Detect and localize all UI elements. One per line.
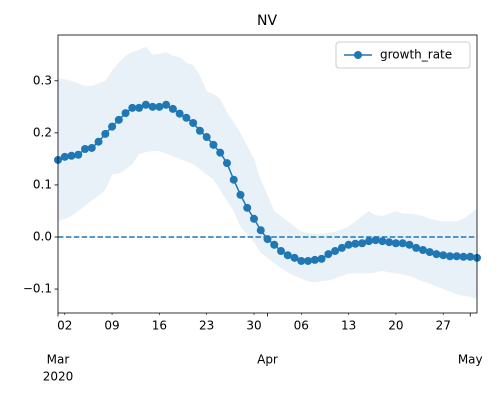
marker bbox=[249, 214, 258, 223]
x-major-tick-label: May bbox=[458, 353, 483, 367]
marker bbox=[155, 102, 164, 111]
marker bbox=[405, 240, 414, 249]
marker bbox=[344, 240, 353, 249]
marker bbox=[412, 243, 421, 252]
x-tick-label: 27 bbox=[436, 319, 451, 333]
x-tick-label: 20 bbox=[388, 319, 403, 333]
y-tick-label: −0.1 bbox=[23, 282, 52, 296]
marker bbox=[466, 252, 475, 261]
marker bbox=[331, 247, 340, 256]
marker bbox=[452, 252, 461, 261]
marker bbox=[222, 159, 231, 168]
y-tick-label: 0.3 bbox=[33, 73, 52, 87]
marker bbox=[135, 103, 144, 112]
x-year-label: 2020 bbox=[43, 370, 74, 384]
marker bbox=[432, 250, 441, 259]
marker bbox=[195, 126, 204, 135]
marker bbox=[256, 226, 265, 235]
marker bbox=[324, 250, 333, 259]
x-tick-label: 02 bbox=[57, 319, 72, 333]
x-tick-label: 06 bbox=[294, 319, 309, 333]
marker bbox=[202, 133, 211, 142]
marker bbox=[263, 235, 272, 244]
marker bbox=[290, 253, 299, 262]
marker bbox=[229, 175, 238, 184]
marker bbox=[162, 100, 171, 109]
y-tick-label: 0.0 bbox=[33, 229, 52, 243]
marker bbox=[385, 238, 394, 247]
marker bbox=[270, 240, 279, 249]
marker bbox=[391, 239, 400, 248]
y-tick-label: 0.2 bbox=[33, 125, 52, 139]
marker bbox=[209, 140, 218, 149]
marker bbox=[277, 247, 286, 256]
marker bbox=[81, 145, 90, 154]
marker bbox=[310, 255, 319, 264]
marker bbox=[94, 137, 103, 146]
confidence-band bbox=[58, 46, 477, 300]
x-tick-label: 30 bbox=[246, 319, 261, 333]
x-major-tick-label: Mar bbox=[47, 353, 70, 367]
marker bbox=[121, 109, 130, 118]
legend: growth_rate bbox=[335, 41, 471, 69]
marker bbox=[60, 152, 69, 161]
marker bbox=[398, 239, 407, 248]
legend-marker bbox=[354, 51, 362, 59]
marker bbox=[236, 190, 245, 199]
marker bbox=[358, 239, 367, 248]
marker bbox=[371, 236, 380, 245]
marker bbox=[114, 115, 123, 124]
marker bbox=[67, 151, 76, 160]
marker bbox=[445, 252, 454, 261]
y-tick-label: 0.1 bbox=[33, 177, 52, 191]
marker bbox=[243, 203, 252, 212]
marker bbox=[216, 148, 225, 157]
marker bbox=[418, 246, 427, 255]
marker bbox=[175, 109, 184, 118]
legend-label: growth_rate bbox=[380, 48, 452, 62]
marker bbox=[283, 251, 292, 260]
marker bbox=[141, 100, 150, 109]
marker bbox=[364, 237, 373, 246]
x-major-tick-label: Apr bbox=[257, 353, 278, 367]
x-tick-label: 23 bbox=[199, 319, 214, 333]
marker bbox=[337, 243, 346, 252]
x-tick-label: 16 bbox=[152, 319, 167, 333]
marker bbox=[189, 118, 198, 127]
marker bbox=[378, 237, 387, 246]
marker bbox=[439, 251, 448, 260]
x-tick-label: 09 bbox=[104, 319, 119, 333]
marker bbox=[425, 248, 434, 257]
marker bbox=[128, 103, 137, 112]
marker bbox=[87, 143, 96, 152]
marker bbox=[304, 256, 313, 265]
marker bbox=[182, 113, 191, 122]
marker bbox=[108, 122, 117, 131]
marker bbox=[459, 252, 468, 261]
marker bbox=[317, 254, 326, 263]
marker bbox=[101, 129, 110, 138]
marker bbox=[297, 256, 306, 265]
marker bbox=[74, 150, 83, 159]
x-tick-label: 13 bbox=[341, 319, 356, 333]
marker bbox=[168, 104, 177, 113]
marker bbox=[148, 102, 157, 111]
legend-box bbox=[335, 41, 471, 69]
chart-title: NV bbox=[257, 13, 277, 29]
marker bbox=[351, 239, 360, 248]
